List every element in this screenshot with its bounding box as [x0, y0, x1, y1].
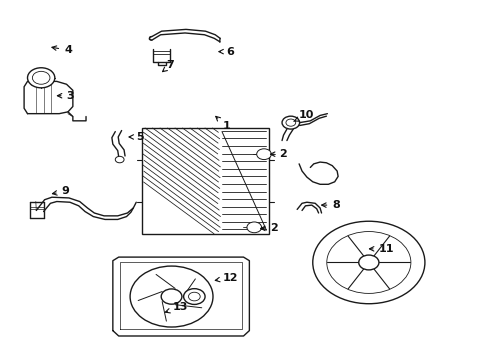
Text: 4: 4 [52, 45, 72, 55]
Text: 11: 11 [369, 244, 393, 254]
Bar [142, 128, 268, 234]
Text: 5: 5 [129, 132, 143, 142]
Circle shape [161, 289, 182, 304]
Circle shape [183, 289, 204, 305]
Text: 1: 1 [215, 116, 230, 131]
Circle shape [246, 222, 261, 233]
Circle shape [27, 68, 55, 88]
Circle shape [282, 116, 299, 129]
Circle shape [32, 71, 50, 84]
Text: 8: 8 [321, 200, 339, 210]
Text: 2: 2 [270, 149, 287, 159]
Text: 3: 3 [57, 91, 74, 101]
Circle shape [358, 255, 378, 270]
Circle shape [115, 156, 124, 163]
Text: 7: 7 [162, 60, 174, 72]
Text: 2: 2 [260, 224, 277, 233]
Circle shape [256, 149, 271, 159]
Text: 9: 9 [52, 186, 69, 197]
Text: 10: 10 [293, 111, 314, 121]
Text: 12: 12 [215, 273, 238, 283]
Text: 6: 6 [219, 46, 233, 57]
Text: 13: 13 [165, 302, 188, 313]
